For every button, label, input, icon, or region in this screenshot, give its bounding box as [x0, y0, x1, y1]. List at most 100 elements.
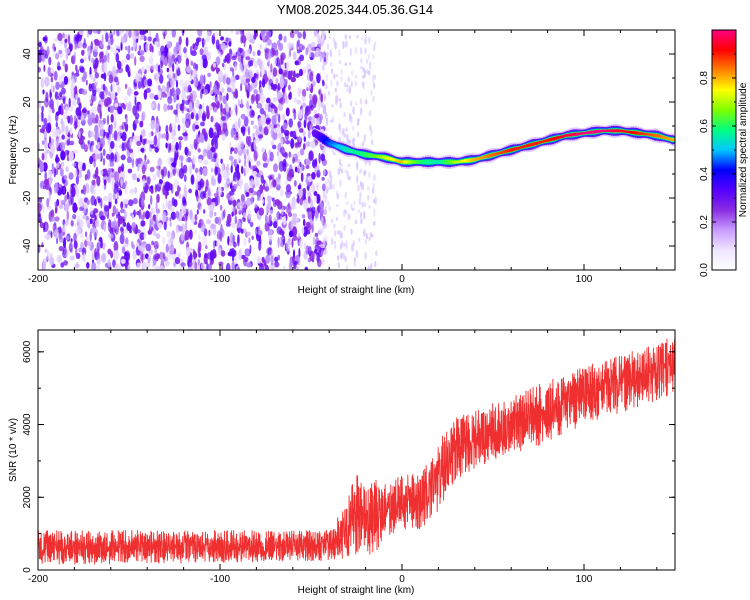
noise-cell — [161, 91, 166, 98]
noise-cell — [158, 165, 161, 171]
noise-cell — [240, 99, 243, 107]
noise-cell — [268, 214, 272, 224]
noise-cell — [285, 140, 291, 145]
noise-cell — [200, 191, 206, 200]
noise-cell — [270, 104, 276, 109]
noise-cell — [203, 159, 209, 166]
noise-cell — [308, 150, 314, 161]
noise-cell — [237, 266, 240, 270]
noise-cell — [66, 139, 71, 146]
noise-cell — [50, 144, 56, 154]
noise-cell — [121, 142, 125, 152]
noise-cell — [240, 34, 243, 45]
noise-cell — [50, 76, 54, 83]
noise-cell — [246, 149, 249, 156]
noise-cell — [281, 206, 284, 216]
noise-cell — [364, 238, 367, 245]
noise-cell — [324, 180, 328, 189]
noise-cell — [65, 125, 69, 136]
noise-cell — [220, 250, 226, 257]
noise-cell — [288, 84, 291, 91]
noise-cell — [220, 42, 226, 51]
noise-cell — [251, 76, 256, 84]
noise-cell — [256, 160, 261, 167]
noise-cell — [234, 209, 238, 216]
noise-cell — [302, 67, 306, 74]
noise-cell — [287, 54, 291, 60]
noise-cell — [200, 121, 205, 127]
noise-cell — [369, 61, 372, 70]
noise-cell — [154, 41, 159, 46]
noise-cell — [339, 230, 342, 239]
noise-cell — [86, 110, 90, 115]
noise-cell — [80, 232, 84, 239]
noise-cell — [76, 261, 79, 269]
noise-cell — [117, 211, 120, 217]
noise-cell — [122, 58, 128, 64]
noise-cell — [93, 149, 99, 155]
noise-cell — [333, 73, 336, 80]
noise-cell — [340, 163, 343, 167]
y-tick-label: 0 — [22, 147, 33, 153]
noise-cell — [140, 244, 145, 253]
noise-cell — [359, 106, 363, 116]
noise-cell — [330, 79, 333, 87]
noise-cell — [243, 116, 249, 127]
noise-cell — [259, 184, 264, 194]
noise-cell — [81, 49, 85, 56]
noise-cell — [182, 124, 186, 133]
noise-cell — [155, 63, 159, 72]
y-tick-label: 20 — [22, 96, 33, 108]
noise-cell — [350, 228, 353, 235]
noise-cell — [331, 148, 335, 154]
noise-cell — [139, 120, 144, 128]
noise-cell — [352, 207, 355, 211]
noise-cell — [89, 73, 94, 80]
noise-cell — [363, 201, 367, 208]
noise-cell — [343, 133, 347, 138]
noise-cell — [126, 53, 131, 61]
noise-cell — [108, 74, 114, 84]
noise-cell — [270, 126, 275, 138]
noise-cell — [181, 105, 185, 114]
noise-cell — [137, 81, 142, 90]
noise-cell — [110, 114, 114, 123]
noise-cell — [100, 73, 107, 79]
noise-cell — [250, 178, 254, 188]
noise-cell — [240, 54, 244, 64]
noise-cell — [360, 65, 363, 70]
noise-cell — [245, 56, 251, 61]
noise-cell — [340, 76, 343, 82]
noise-cell — [77, 161, 83, 171]
noise-cell — [320, 93, 324, 103]
noise-cell — [91, 179, 96, 186]
noise-cell — [120, 154, 126, 161]
noise-cell — [220, 36, 225, 41]
noise-cell — [185, 118, 191, 129]
noise-cell — [48, 106, 51, 114]
noise-cell — [281, 230, 285, 238]
noise-cell — [173, 136, 177, 143]
noise-cell — [292, 213, 298, 218]
noise-cell — [114, 171, 120, 183]
noise-cell — [346, 133, 349, 139]
noise-cell — [292, 51, 297, 61]
noise-cell — [144, 154, 147, 161]
noise-cell — [233, 158, 238, 168]
noise-cell — [314, 113, 320, 119]
noise-cell — [241, 74, 247, 83]
noise-cell — [244, 64, 248, 71]
noise-cell — [221, 128, 225, 136]
noise-cell — [207, 187, 211, 197]
noise-cell — [128, 148, 134, 154]
noise-cell — [114, 263, 120, 270]
noise-cell — [187, 156, 192, 163]
noise-cell — [353, 200, 356, 206]
noise-cell — [364, 251, 367, 260]
noise-cell — [233, 183, 238, 190]
noise-cell — [48, 56, 52, 66]
noise-cell — [57, 66, 62, 71]
noise-cell — [249, 221, 254, 228]
noise-cell — [273, 55, 277, 67]
noise-cell — [103, 179, 107, 186]
